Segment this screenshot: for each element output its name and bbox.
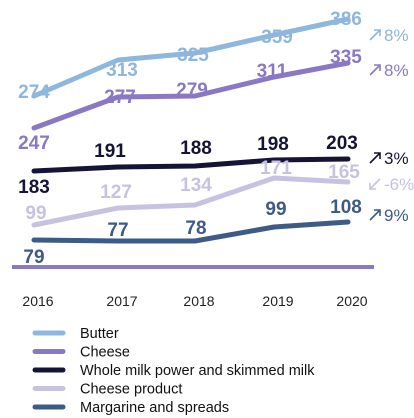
- legend-item: Cheese product: [32, 382, 182, 398]
- data-label: 386: [330, 9, 362, 30]
- data-label: 99: [265, 199, 286, 220]
- data-label: 165: [328, 162, 360, 183]
- change-indicator: 8%: [369, 61, 409, 80]
- x-tick-label: 2018: [183, 293, 214, 309]
- x-tick-label: 2017: [106, 293, 137, 309]
- data-label: 99: [25, 203, 46, 224]
- legend-item: Cheese: [32, 345, 130, 361]
- data-label: 79: [23, 247, 44, 268]
- legend-item: Margarine and spreads: [32, 400, 229, 416]
- series-line: [31, 219, 351, 244]
- data-label: 279: [176, 80, 208, 101]
- arrow-up-right-icon: [369, 29, 381, 41]
- change-indicator: 9%: [369, 206, 409, 225]
- change-indicator: 3%: [369, 149, 409, 168]
- data-label: 77: [107, 220, 128, 241]
- data-label: 134: [180, 175, 212, 196]
- data-label: 171: [260, 158, 292, 179]
- legend-label: Butter: [80, 326, 119, 342]
- x-tick-label: 2020: [336, 293, 367, 309]
- legend-item: Butter: [32, 326, 119, 342]
- data-label: 127: [100, 182, 132, 203]
- data-label: 313: [106, 60, 138, 81]
- legend-item: Whole milk power and skimmed milk: [32, 363, 315, 379]
- data-label: 277: [104, 87, 136, 108]
- data-label: 247: [18, 133, 50, 154]
- legend-label: Margarine and spreads: [80, 400, 229, 416]
- series-line: [31, 156, 351, 174]
- series-line: [31, 175, 351, 228]
- chart-baseline: [12, 265, 374, 269]
- data-label: 198: [257, 134, 289, 155]
- data-label: 325: [177, 45, 209, 66]
- change-percent: -6%: [384, 175, 414, 194]
- change-indicator: -6%: [369, 175, 414, 194]
- arrow-up-right-icon: [369, 64, 381, 76]
- arrow-down-left-icon: [369, 178, 381, 190]
- change-percent: 9%: [384, 206, 409, 225]
- data-label: 335: [330, 47, 362, 68]
- change-percent: 8%: [384, 26, 409, 45]
- data-label: 191: [94, 141, 126, 162]
- data-label: 183: [18, 177, 50, 198]
- data-label: 108: [330, 197, 362, 218]
- data-label: 203: [326, 133, 358, 154]
- series-line: [31, 60, 351, 131]
- change-indicator: 8%: [369, 26, 409, 45]
- arrow-up-right-icon: [369, 152, 381, 164]
- legend-label: Cheese: [80, 345, 130, 361]
- data-label: 78: [185, 218, 206, 239]
- data-label: 359: [261, 27, 293, 48]
- x-tick-label: 2019: [262, 293, 293, 309]
- data-label: 274: [18, 82, 50, 103]
- data-label: 188: [180, 138, 212, 159]
- change-percent: 8%: [384, 61, 409, 80]
- change-percent: 3%: [384, 149, 409, 168]
- x-tick-label: 2016: [22, 293, 53, 309]
- arrow-up-right-icon: [369, 209, 381, 221]
- data-label: 311: [257, 61, 288, 82]
- legend-label: Whole milk power and skimmed milk: [80, 363, 315, 379]
- legend-label: Cheese product: [80, 382, 182, 398]
- series-line: [31, 16, 351, 99]
